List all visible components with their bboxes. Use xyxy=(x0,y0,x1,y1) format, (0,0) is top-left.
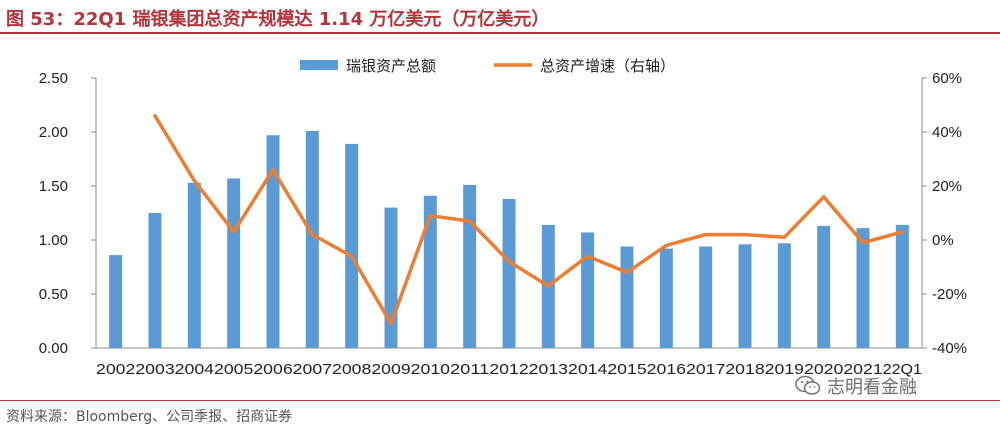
right-axis-tick-label: 60% xyxy=(932,70,962,87)
x-axis-tick-label: 2004 xyxy=(175,361,214,378)
right-axis-tick-label: 0% xyxy=(932,232,954,249)
x-axis-tick-label: 2016 xyxy=(647,361,686,378)
right-axis-tick-label: 40% xyxy=(932,124,962,141)
left-axis-tick-label: 1.00 xyxy=(39,232,68,249)
x-axis-tick-label: 2014 xyxy=(568,361,607,378)
source-rule xyxy=(0,400,1000,401)
legend-line-label: 总资产增速（右轴） xyxy=(540,57,675,75)
x-axis-tick-label: 2005 xyxy=(214,361,253,378)
bar xyxy=(817,225,831,348)
left-axis-tick-label: 0.50 xyxy=(39,286,68,303)
bar xyxy=(659,248,673,348)
left-axis-tick-label: 1.50 xyxy=(39,178,68,195)
bar xyxy=(423,195,437,348)
x-axis-tick-label: 2007 xyxy=(293,361,332,378)
x-axis-tick-label: 2012 xyxy=(489,361,528,378)
right-axis-tick-label: -40% xyxy=(932,340,967,357)
bar xyxy=(148,213,162,348)
bar xyxy=(777,243,791,348)
x-axis-tick-label: 2017 xyxy=(686,361,725,378)
bar xyxy=(384,207,398,348)
x-axis-tick-label: 2010 xyxy=(411,361,450,378)
bar xyxy=(856,228,870,348)
x-axis-tick-label: 2018 xyxy=(725,361,764,378)
legend-bar-swatch xyxy=(300,60,338,70)
x-axis-tick-label: 2020 xyxy=(804,361,843,378)
bar xyxy=(463,184,477,348)
growth-line xyxy=(153,114,905,326)
x-axis-tick-label: 22Q1 xyxy=(883,361,922,378)
bar xyxy=(345,143,359,348)
x-axis-tick-label: 2019 xyxy=(765,361,804,378)
legend-bar-label: 瑞银资产总额 xyxy=(346,57,436,75)
bar xyxy=(502,198,516,348)
left-axis-tick-label: 2.50 xyxy=(39,70,68,87)
x-axis-tick-label: 2009 xyxy=(371,361,410,378)
left-axis-tick-label: 2.00 xyxy=(39,124,68,141)
bar xyxy=(109,255,123,348)
bar xyxy=(895,224,909,348)
bar xyxy=(227,178,241,348)
right-axis-tick-label: 20% xyxy=(932,178,962,195)
chart-title: 图 53：22Q1 瑞银集团总资产规模达 1.14 万亿美元（万亿美元） xyxy=(6,9,550,30)
wechat-icon xyxy=(795,375,821,395)
bar xyxy=(699,246,713,348)
left-axis-tick-label: 0.00 xyxy=(39,340,68,357)
title-rule xyxy=(0,32,1000,34)
bar xyxy=(187,182,201,348)
source-note: 资料来源：Bloomberg、公司季报、招商证券 xyxy=(6,409,293,425)
combo-chart: 0.00 0.50 1.00 1.50 2.00 2.50 -40% -20% 0% 20% 40%… xyxy=(39,57,967,378)
watermark-text: 志明看金融 xyxy=(827,377,917,398)
x-axis-tick-label: 2008 xyxy=(332,361,371,378)
x-axis-tick-label: 2015 xyxy=(607,361,646,378)
x-axis-tick-label: 2021 xyxy=(843,361,882,378)
x-axis-tick-label: 2003 xyxy=(135,361,174,378)
bar xyxy=(620,246,634,348)
watermark: 志明看金融 xyxy=(795,372,917,400)
x-axis-tick-label: 2013 xyxy=(529,361,568,378)
bar xyxy=(738,244,752,348)
x-axis-tick-label: 2006 xyxy=(253,361,292,378)
bar xyxy=(266,135,280,348)
right-axis-tick-label: -20% xyxy=(932,286,967,303)
x-axis-tick-label: 2002 xyxy=(96,361,135,378)
x-axis-tick-label: 2011 xyxy=(450,361,489,378)
title-bar: 图 53：22Q1 瑞银集团总资产规模达 1.14 万亿美元（万亿美元） xyxy=(0,0,1000,34)
bar xyxy=(581,232,595,348)
bar xyxy=(305,130,319,348)
